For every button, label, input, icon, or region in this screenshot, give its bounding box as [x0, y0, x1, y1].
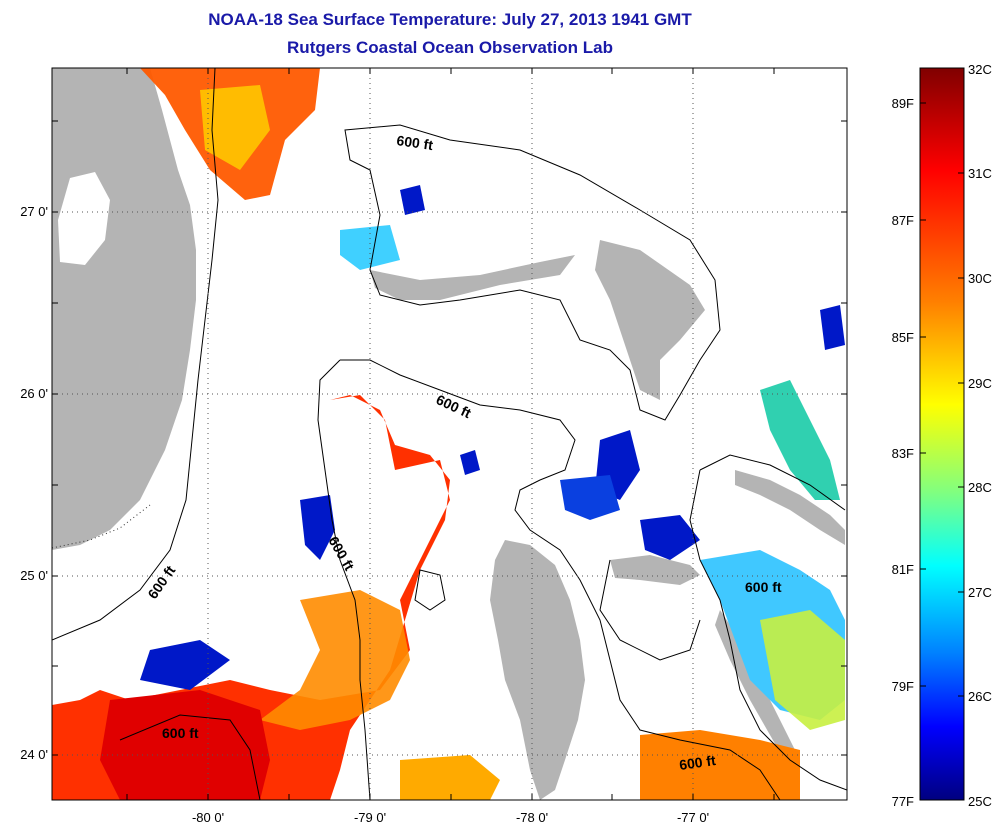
lat-tick-label: 27 0': [20, 204, 48, 219]
lake-okeechobee: [58, 172, 110, 265]
fahrenheit-label: 85F: [892, 330, 914, 345]
abaco-land: [595, 240, 705, 400]
contour-label: 600 ft: [678, 752, 717, 773]
fahrenheit-label: 89F: [892, 96, 914, 111]
map-subtitle: Rutgers Coastal Ocean Observation Lab: [287, 38, 613, 57]
contour-label: 600 ft: [396, 132, 435, 153]
bathymetry-contours: [52, 68, 847, 800]
celsius-label: 25C: [968, 794, 992, 809]
fahrenheit-label: 79F: [892, 679, 914, 694]
fahrenheit-label: 81F: [892, 562, 914, 577]
plot-frame: [51, 67, 848, 801]
lon-tick-labels: -80 0' -79 0' -78 0' -77 0': [192, 810, 709, 825]
celsius-label: 30C: [968, 271, 992, 286]
lat-tick-labels: 27 0' 26 0' 25 0' 24 0': [20, 204, 48, 762]
andros-land: [490, 540, 585, 800]
contour-label: 600 ft: [162, 725, 199, 741]
celsius-label: 27C: [968, 585, 992, 600]
eleuthera-land: [735, 470, 845, 545]
fahrenheit-label: 77F: [892, 794, 914, 809]
fahrenheit-label: 83F: [892, 446, 914, 461]
colorbar: [919, 67, 965, 801]
lon-tick-label: -78 0': [516, 810, 548, 825]
celsius-label: 28C: [968, 480, 992, 495]
map-title: NOAA-18 Sea Surface Temperature: July 27…: [208, 10, 692, 29]
colorbar-celsius-labels: 32C 31C 30C 29C 28C 27C 26C 25C: [968, 62, 992, 809]
contour-label: 600 ft: [745, 579, 782, 595]
lat-tick-label: 24 0': [20, 747, 48, 762]
colorbar-ticks: [920, 102, 964, 697]
lat-tick-label: 26 0': [20, 386, 48, 401]
colorbar-fahrenheit-labels: 89F 87F 85F 83F 81F 79F 77F: [892, 96, 914, 809]
nassau-land: [610, 555, 700, 585]
celsius-label: 32C: [968, 62, 992, 77]
sst-patches: [52, 68, 845, 800]
celsius-label: 29C: [968, 376, 992, 391]
tick-marks: [52, 68, 847, 800]
lon-tick-label: -77 0': [677, 810, 709, 825]
grand-bahama-land: [370, 255, 575, 300]
lon-tick-label: -80 0': [192, 810, 224, 825]
fahrenheit-label: 87F: [892, 213, 914, 228]
lon-tick-label: -79 0': [354, 810, 386, 825]
exuma-land: [715, 610, 800, 770]
celsius-label: 26C: [968, 689, 992, 704]
celsius-label: 31C: [968, 166, 992, 181]
map-grid: [52, 68, 847, 800]
lat-tick-label: 25 0': [20, 568, 48, 583]
